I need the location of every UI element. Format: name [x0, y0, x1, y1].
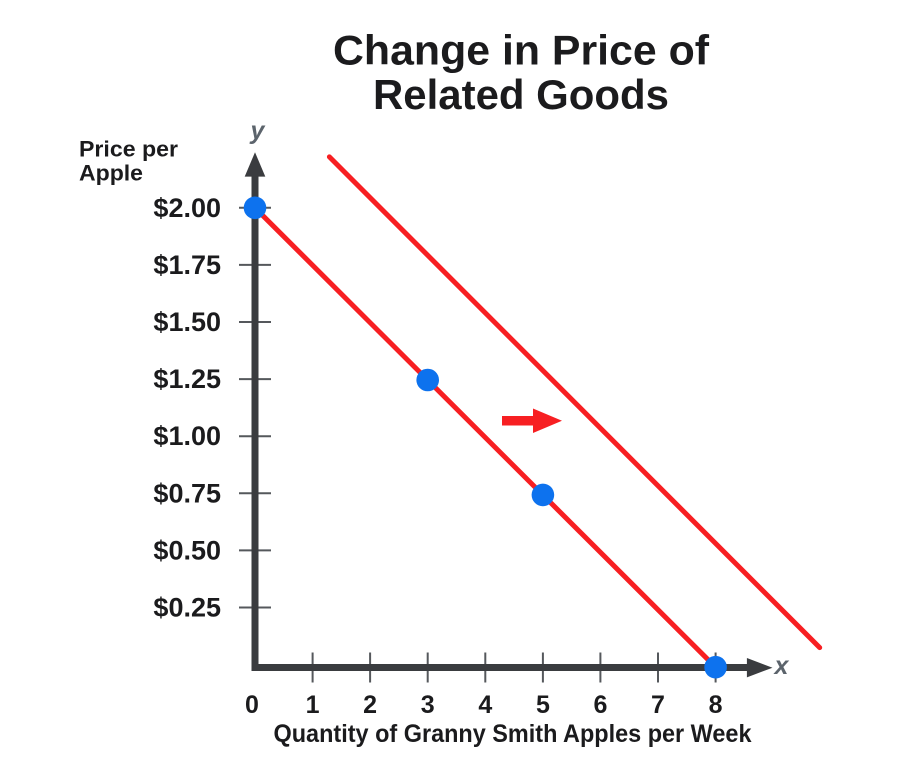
svg-text:Apple: Apple	[79, 161, 143, 186]
svg-text:$2.00: $2.00	[153, 193, 221, 223]
svg-text:$1.25: $1.25	[153, 364, 221, 394]
svg-text:5: 5	[536, 691, 550, 719]
svg-text:$1.75: $1.75	[153, 250, 221, 280]
svg-text:4: 4	[478, 691, 492, 719]
svg-text:Quantity of Granny Smith Apple: Quantity of Granny Smith Apples per Week	[274, 720, 752, 748]
svg-text:0: 0	[245, 691, 259, 719]
svg-text:$1.50: $1.50	[153, 307, 221, 337]
svg-text:6: 6	[593, 691, 607, 719]
svg-text:Change in Price of: Change in Price of	[333, 26, 710, 73]
svg-text:1: 1	[306, 691, 320, 719]
svg-text:2: 2	[363, 691, 377, 719]
svg-text:$0.75: $0.75	[153, 478, 221, 508]
svg-text:$1.00: $1.00	[153, 421, 221, 451]
svg-text:Related Goods: Related Goods	[373, 71, 669, 118]
svg-text:3: 3	[421, 691, 435, 719]
svg-text:$0.50: $0.50	[153, 535, 221, 565]
svg-text:y: y	[248, 117, 265, 145]
svg-text:8: 8	[709, 691, 723, 719]
svg-text:Price per: Price per	[79, 137, 178, 162]
svg-text:$0.25: $0.25	[153, 593, 221, 623]
svg-text:7: 7	[651, 691, 665, 719]
svg-text:x: x	[773, 652, 790, 680]
